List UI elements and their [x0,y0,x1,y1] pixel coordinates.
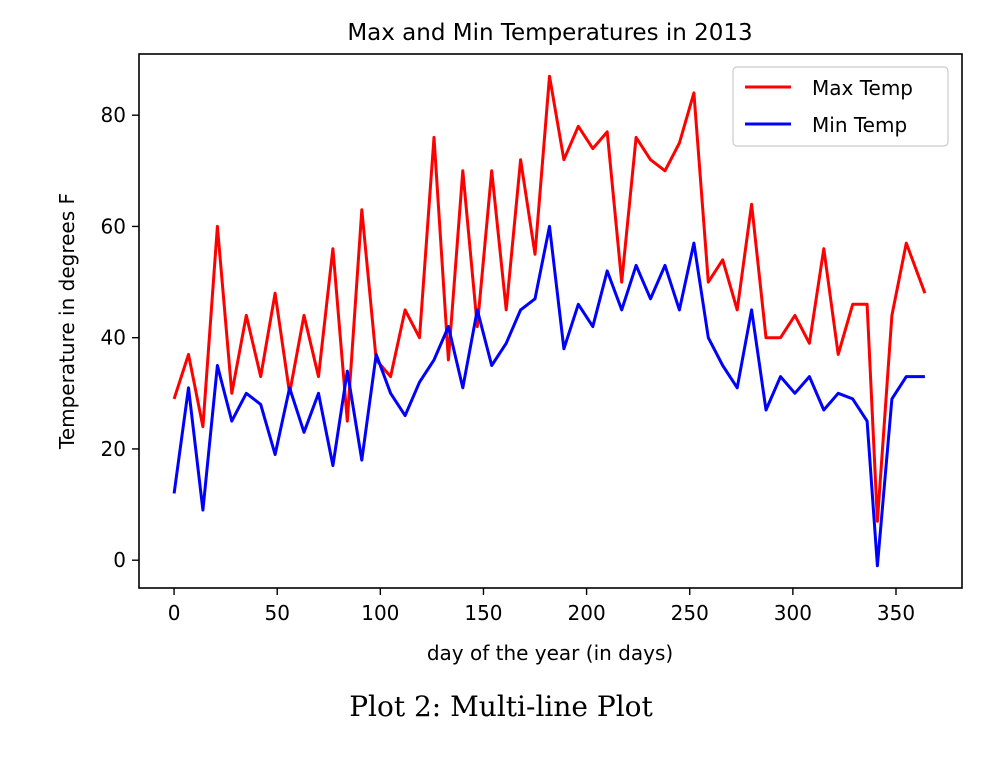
x-tick-label: 0 [168,601,181,625]
legend-label-max-temp: Max Temp [812,76,913,100]
y-tick-label: 40 [101,326,126,350]
chart-title: Max and Min Temperatures in 2013 [347,20,752,46]
y-tick-label: 0 [113,548,126,572]
series-line-max-temp [172,74,927,523]
x-tick-label: 150 [464,601,502,625]
series-line-min-temp [172,224,925,568]
y-axis-label: Temperature in degrees F [55,193,79,450]
y-axis: 0 20 40 60 80 [101,103,139,572]
plot-lines [172,74,927,568]
x-axis: 0 50 100 150 200 250 300 350 [168,588,915,625]
figure-caption: Plot 2: Multi-line Plot [349,690,653,723]
x-tick-label: 100 [361,601,399,625]
y-tick-label: 80 [101,103,126,127]
x-tick-label: 350 [877,601,915,625]
y-tick-label: 60 [101,214,126,238]
x-axis-label: day of the year (in days) [427,641,673,665]
plot-frame [138,53,963,589]
x-tick-label: 250 [671,601,709,625]
line-chart: Max and Min Temperatures in 2013 0 50 100 1… [55,20,963,665]
x-tick-label: 200 [568,601,606,625]
x-tick-label: 50 [264,601,289,625]
legend: Max Temp Min Temp [732,66,949,147]
x-tick-label: 300 [774,601,812,625]
y-tick-label: 20 [101,437,126,461]
legend-label-min-temp: Min Temp [812,113,907,137]
